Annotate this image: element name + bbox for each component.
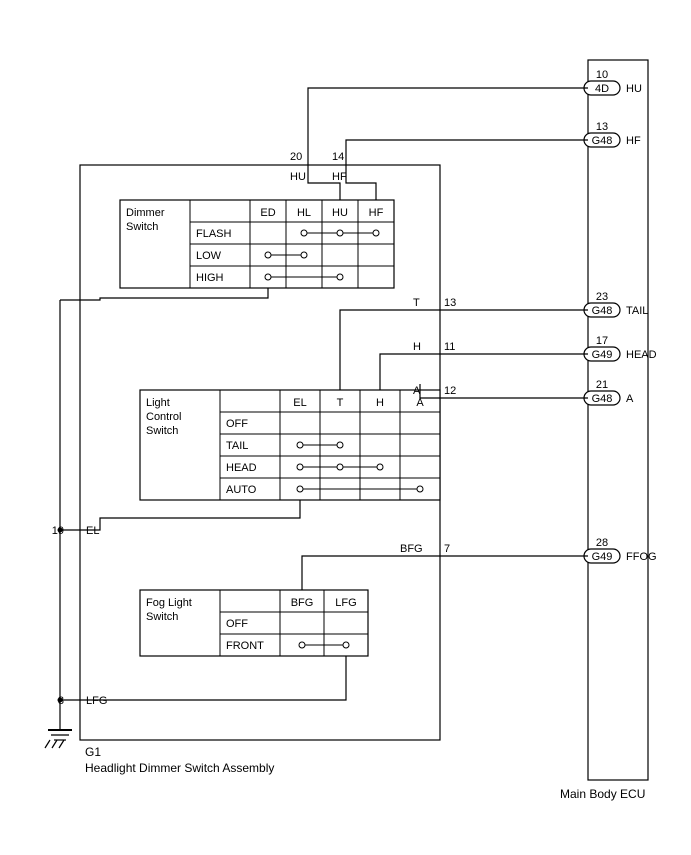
svg-text:Switch: Switch bbox=[126, 221, 158, 233]
assembly-label: Headlight Dimmer Switch Assembly bbox=[85, 761, 274, 775]
ground-symbol bbox=[45, 300, 80, 748]
svg-text:EL: EL bbox=[293, 397, 306, 409]
svg-text:23: 23 bbox=[596, 291, 608, 303]
svg-text:TAIL: TAIL bbox=[626, 305, 648, 317]
svg-text:BFG: BFG bbox=[400, 543, 423, 555]
svg-text:G48: G48 bbox=[592, 305, 613, 317]
svg-text:LFG: LFG bbox=[335, 597, 356, 609]
svg-text:ED: ED bbox=[260, 207, 275, 219]
svg-text:G48: G48 bbox=[592, 393, 613, 405]
svg-text:OFF: OFF bbox=[226, 618, 248, 630]
svg-text:10: 10 bbox=[596, 69, 608, 81]
svg-text:LOW: LOW bbox=[196, 250, 222, 262]
svg-text:H: H bbox=[413, 341, 421, 353]
dimmer-switch-table: Dimmer Switch ED HL HU HF FLASH LOW HIGH bbox=[120, 200, 394, 288]
svg-text:4D: 4D bbox=[595, 83, 609, 95]
svg-text:12: 12 bbox=[444, 385, 456, 397]
assembly-id: G1 bbox=[85, 745, 101, 759]
svg-text:OFF: OFF bbox=[226, 418, 248, 430]
svg-text:HF: HF bbox=[369, 207, 384, 219]
svg-text:Light: Light bbox=[146, 397, 170, 409]
svg-text:T: T bbox=[413, 297, 420, 309]
svg-text:13: 13 bbox=[596, 121, 608, 133]
svg-text:17: 17 bbox=[596, 335, 608, 347]
light-control-switch-table: Light Control Switch EL T H A OFF TAIL HEAD AUTO bbox=[140, 390, 440, 500]
wiring-diagram: Main Body ECU 10 4D HU 13 G48 HF 23 G48 TAIL 17 G4… bbox=[0, 0, 691, 855]
svg-text:T: T bbox=[337, 397, 344, 409]
svg-text:HIGH: HIGH bbox=[196, 272, 224, 284]
svg-text:HU: HU bbox=[290, 171, 306, 183]
svg-text:11: 11 bbox=[444, 341, 455, 353]
svg-text:HL: HL bbox=[297, 207, 311, 219]
svg-text:FFOG: FFOG bbox=[626, 551, 657, 563]
svg-text:HF: HF bbox=[626, 135, 641, 147]
wire-hu bbox=[308, 88, 588, 165]
svg-text:G49: G49 bbox=[592, 349, 613, 361]
svg-text:Switch: Switch bbox=[146, 611, 178, 623]
svg-text:HU: HU bbox=[626, 83, 642, 95]
svg-text:20: 20 bbox=[290, 151, 302, 163]
ecu-box bbox=[588, 60, 648, 780]
svg-text:G48: G48 bbox=[592, 135, 613, 147]
svg-text:BFG: BFG bbox=[291, 597, 314, 609]
svg-text:A: A bbox=[626, 393, 634, 405]
svg-text:21: 21 bbox=[596, 379, 608, 391]
svg-text:14: 14 bbox=[332, 151, 344, 163]
svg-text:13: 13 bbox=[444, 297, 456, 309]
svg-text:LFG: LFG bbox=[86, 695, 107, 707]
svg-text:Switch: Switch bbox=[146, 425, 178, 437]
svg-text:AUTO: AUTO bbox=[226, 484, 257, 496]
svg-text:Control: Control bbox=[146, 411, 181, 423]
svg-text:28: 28 bbox=[596, 537, 608, 549]
fog-light-switch-table: Fog Light Switch BFG LFG OFF FRONT bbox=[140, 590, 368, 656]
wire-hf bbox=[346, 140, 588, 165]
svg-text:H: H bbox=[376, 397, 384, 409]
svg-text:HEAD: HEAD bbox=[226, 462, 257, 474]
svg-text:Fog Light: Fog Light bbox=[146, 597, 192, 609]
ecu-label: Main Body ECU bbox=[560, 787, 645, 801]
svg-text:HU: HU bbox=[332, 207, 348, 219]
svg-text:7: 7 bbox=[444, 543, 450, 555]
svg-text:HF: HF bbox=[332, 171, 347, 183]
svg-text:Dimmer: Dimmer bbox=[126, 207, 165, 219]
svg-text:FRONT: FRONT bbox=[226, 640, 264, 652]
svg-text:HEAD: HEAD bbox=[626, 349, 657, 361]
svg-text:G49: G49 bbox=[592, 551, 613, 563]
svg-text:TAIL: TAIL bbox=[226, 440, 248, 452]
svg-text:FLASH: FLASH bbox=[196, 228, 232, 240]
svg-text:EL: EL bbox=[86, 525, 99, 537]
svg-text:A: A bbox=[416, 397, 424, 409]
